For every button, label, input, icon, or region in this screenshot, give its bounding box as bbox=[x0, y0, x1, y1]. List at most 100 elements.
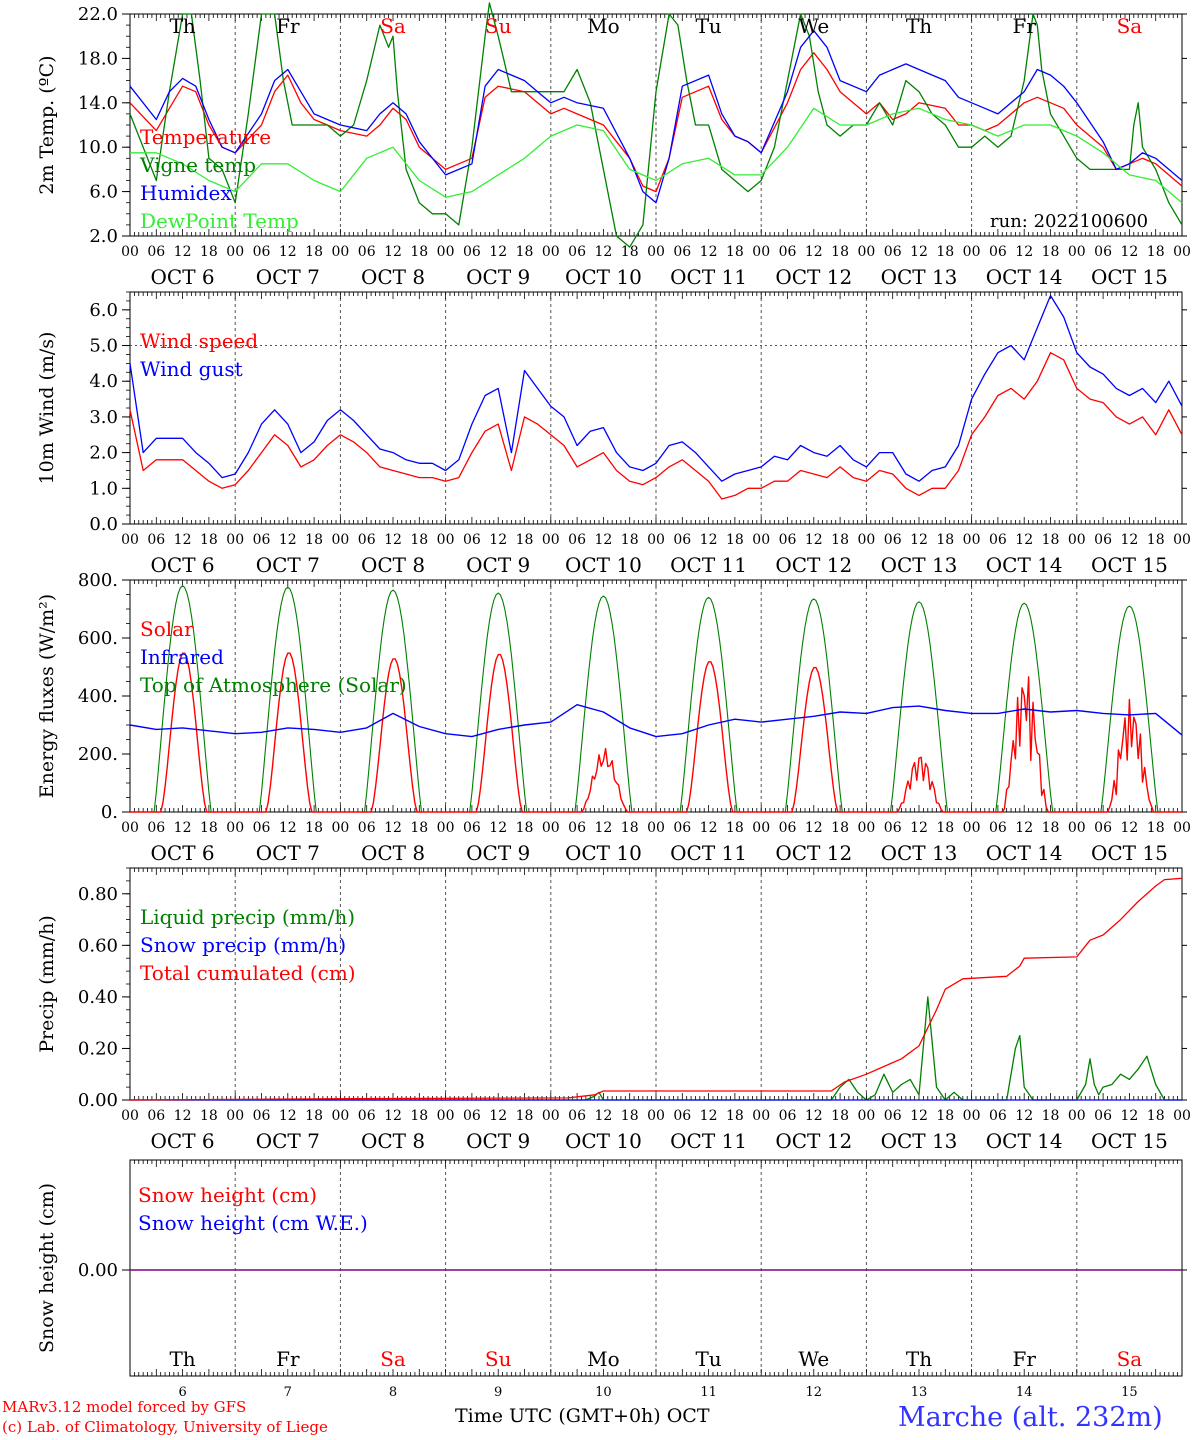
hour-label: 00 bbox=[1068, 244, 1086, 260]
weekday-label: Fr bbox=[276, 1347, 300, 1371]
hour-label: 12 bbox=[1120, 1108, 1138, 1124]
date-label: OCT 11 bbox=[670, 841, 747, 865]
hour-label: 06 bbox=[779, 532, 797, 548]
hour-label: 00 bbox=[1173, 820, 1191, 836]
y-tick-label: 0.0 bbox=[89, 514, 118, 535]
weekday-label: Fr bbox=[1012, 14, 1036, 38]
day-number: 7 bbox=[284, 1385, 292, 1400]
series-dewpoint-temp bbox=[130, 107, 1183, 204]
hour-label: 12 bbox=[489, 820, 507, 836]
hour-label: 06 bbox=[673, 532, 691, 548]
weekday-label: Fr bbox=[1012, 1347, 1036, 1371]
y-tick-label: 10.0 bbox=[78, 137, 118, 158]
hour-label: 00 bbox=[226, 820, 244, 836]
date-label: OCT 10 bbox=[565, 553, 642, 577]
y-tick-label: 14.0 bbox=[78, 93, 118, 114]
hour-label: 00 bbox=[857, 532, 875, 548]
hour-label: 12 bbox=[594, 532, 612, 548]
y-tick-label: 600. bbox=[78, 628, 118, 649]
legend-entry: Wind speed bbox=[140, 329, 258, 353]
legend-entry: Wind gust bbox=[140, 357, 243, 381]
legend-entry: Infrared bbox=[140, 645, 224, 669]
date-label: OCT 6 bbox=[151, 841, 215, 865]
hour-label: 18 bbox=[305, 1108, 323, 1124]
panel-1: 2.0 6.0 10.0 14.0 18.0 22.0 2m Temp. (ºC) 00 06 1… bbox=[36, 2, 1191, 289]
hour-label: 12 bbox=[1120, 820, 1138, 836]
hour-label: 06 bbox=[884, 532, 902, 548]
y-axis-title: 2m Temp. (ºC) bbox=[36, 55, 58, 194]
legend-entry: Liquid precip (mm/h) bbox=[140, 905, 355, 929]
hour-label: 06 bbox=[463, 1108, 481, 1124]
y-tick-label: 3.0 bbox=[89, 407, 118, 428]
hour-label: 06 bbox=[884, 1108, 902, 1124]
hour-label: 12 bbox=[279, 820, 297, 836]
hour-label: 18 bbox=[516, 532, 534, 548]
hour-label: 12 bbox=[174, 820, 192, 836]
hour-label: 12 bbox=[489, 532, 507, 548]
y-tick-label: 0.00 bbox=[78, 1260, 118, 1281]
date-label: OCT 11 bbox=[670, 265, 747, 289]
y-tick-label: 4.0 bbox=[89, 371, 118, 392]
hour-label: 06 bbox=[779, 244, 797, 260]
hour-label: 06 bbox=[253, 244, 271, 260]
day-number: 15 bbox=[1121, 1385, 1138, 1400]
legend-entry: Total cumulated (cm) bbox=[140, 961, 356, 985]
weekday-label: Su bbox=[485, 14, 512, 38]
hour-label: 18 bbox=[936, 1108, 954, 1124]
hour-label: 18 bbox=[1147, 1108, 1165, 1124]
hour-label: 00 bbox=[1068, 1108, 1086, 1124]
date-label: OCT 12 bbox=[775, 553, 852, 577]
hour-label: 12 bbox=[1015, 244, 1033, 260]
meteogram: 2.0 6.0 10.0 14.0 18.0 22.0 2m Temp. (ºC) 00 06 1… bbox=[36, 2, 1191, 1400]
hour-label: 18 bbox=[621, 244, 639, 260]
hour-label: 06 bbox=[673, 244, 691, 260]
hour-label: 06 bbox=[568, 1108, 586, 1124]
date-label: OCT 12 bbox=[775, 1129, 852, 1153]
hour-label: 18 bbox=[831, 532, 849, 548]
date-label: OCT 9 bbox=[466, 841, 530, 865]
hour-label: 00 bbox=[857, 820, 875, 836]
hour-label: 00 bbox=[1173, 1108, 1191, 1124]
date-label: OCT 15 bbox=[1091, 841, 1168, 865]
hour-label: 12 bbox=[805, 244, 823, 260]
date-label: OCT 14 bbox=[986, 553, 1063, 577]
hour-label: 12 bbox=[700, 244, 718, 260]
station-title: Marche (alt. 232m) bbox=[898, 1402, 1163, 1433]
date-label: OCT 13 bbox=[881, 1129, 958, 1153]
date-label: OCT 11 bbox=[670, 1129, 747, 1153]
hour-label: 18 bbox=[410, 1108, 428, 1124]
date-label: OCT 15 bbox=[1091, 265, 1168, 289]
y-tick-label: 2.0 bbox=[89, 226, 118, 247]
hour-label: 00 bbox=[647, 244, 665, 260]
legend-entry: Snow precip (mm/h) bbox=[140, 933, 346, 957]
y-tick-label: 800. bbox=[78, 570, 118, 591]
hour-label: 06 bbox=[463, 820, 481, 836]
day-number: 11 bbox=[700, 1385, 717, 1400]
y-tick-label: 0.20 bbox=[78, 1038, 118, 1059]
y-tick-label: 400. bbox=[78, 686, 118, 707]
hour-label: 00 bbox=[226, 244, 244, 260]
day-number: 10 bbox=[595, 1385, 612, 1400]
hour-label: 00 bbox=[542, 820, 560, 836]
hour-label: 00 bbox=[857, 244, 875, 260]
day-number: 9 bbox=[494, 1385, 502, 1400]
weekday-label: Su bbox=[485, 1347, 512, 1371]
hour-label: 18 bbox=[200, 1108, 218, 1124]
hour-label: 06 bbox=[358, 532, 376, 548]
hour-label: 00 bbox=[752, 532, 770, 548]
series-liquid-precip-mm-h- bbox=[130, 996, 1182, 1101]
time-axis-label: Time UTC (GMT+0h) OCT bbox=[455, 1405, 710, 1427]
hour-label: 18 bbox=[831, 244, 849, 260]
hour-label: 18 bbox=[1042, 532, 1060, 548]
hour-label: 00 bbox=[1068, 532, 1086, 548]
hour-label: 18 bbox=[1042, 244, 1060, 260]
date-label: OCT 10 bbox=[565, 841, 642, 865]
y-axis-title: Precip (mm/h) bbox=[36, 915, 58, 1053]
hour-label: 12 bbox=[1015, 1108, 1033, 1124]
hour-label: 00 bbox=[542, 1108, 560, 1124]
weekday-label: We bbox=[798, 14, 829, 38]
hour-label: 12 bbox=[910, 244, 928, 260]
y-tick-label: 2.0 bbox=[89, 443, 118, 464]
legend-entry: Solar bbox=[140, 617, 194, 641]
hour-label: 00 bbox=[437, 820, 455, 836]
